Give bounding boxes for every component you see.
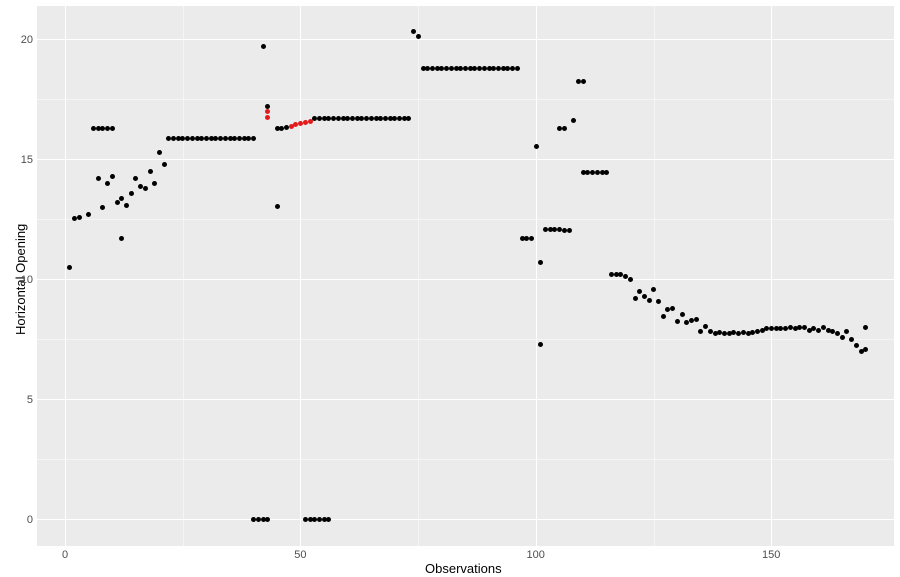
x-tick-label: 50 [294,549,306,561]
y-tick-label: 5 [9,394,33,406]
data-point [148,169,153,174]
y-grid-major [37,519,894,520]
x-tick-label: 0 [62,549,68,561]
y-grid-minor [37,219,894,220]
data-point [633,296,638,301]
data-point [416,34,421,39]
data-point [411,29,416,34]
data-point [115,200,120,205]
data-point [562,126,567,131]
y-grid-minor [37,99,894,100]
x-grid-major [300,6,301,546]
x-tick-label: 150 [762,549,780,561]
data-point [275,204,280,209]
y-tick-label: 0 [9,514,33,526]
plot-panel [37,6,894,546]
y-grid-minor [37,339,894,340]
y-grid-major [37,399,894,400]
y-grid-major [37,39,894,40]
data-point [647,298,652,303]
data-point [840,335,845,340]
x-axis-title: Observations [425,561,502,576]
data-point [628,277,633,282]
data-point [308,119,313,124]
x-grid-major [771,6,772,546]
data-point [129,191,134,196]
x-grid-minor [654,6,655,546]
y-tick-label: 15 [9,154,33,166]
data-point [680,312,685,317]
data-point [162,162,167,167]
data-point [675,319,680,324]
y-tick-label: 20 [9,34,33,46]
data-point [863,347,868,352]
data-point [656,299,661,304]
y-grid-major [37,159,894,160]
data-point [143,186,148,191]
scatter-chart: Horizontal Opening Observations 05010015… [0,0,900,577]
data-point [124,203,129,208]
data-point [110,126,115,131]
data-point [534,144,539,149]
data-point [261,44,266,49]
x-grid-major [536,6,537,546]
data-point [119,196,124,201]
data-point [571,118,576,123]
data-point [642,294,647,299]
y-tick-label: 10 [9,274,33,286]
data-point [515,66,520,71]
data-point [110,174,115,179]
x-grid-minor [418,6,419,546]
data-point [157,150,162,155]
data-point [854,343,859,348]
data-point [581,79,586,84]
data-point [694,317,699,322]
data-point [251,136,256,141]
y-grid-minor [37,459,894,460]
data-point [567,228,572,233]
x-tick-label: 100 [527,549,545,561]
x-grid-minor [183,6,184,546]
data-point [77,215,82,220]
y-grid-major [37,279,894,280]
x-grid-major [65,6,66,546]
